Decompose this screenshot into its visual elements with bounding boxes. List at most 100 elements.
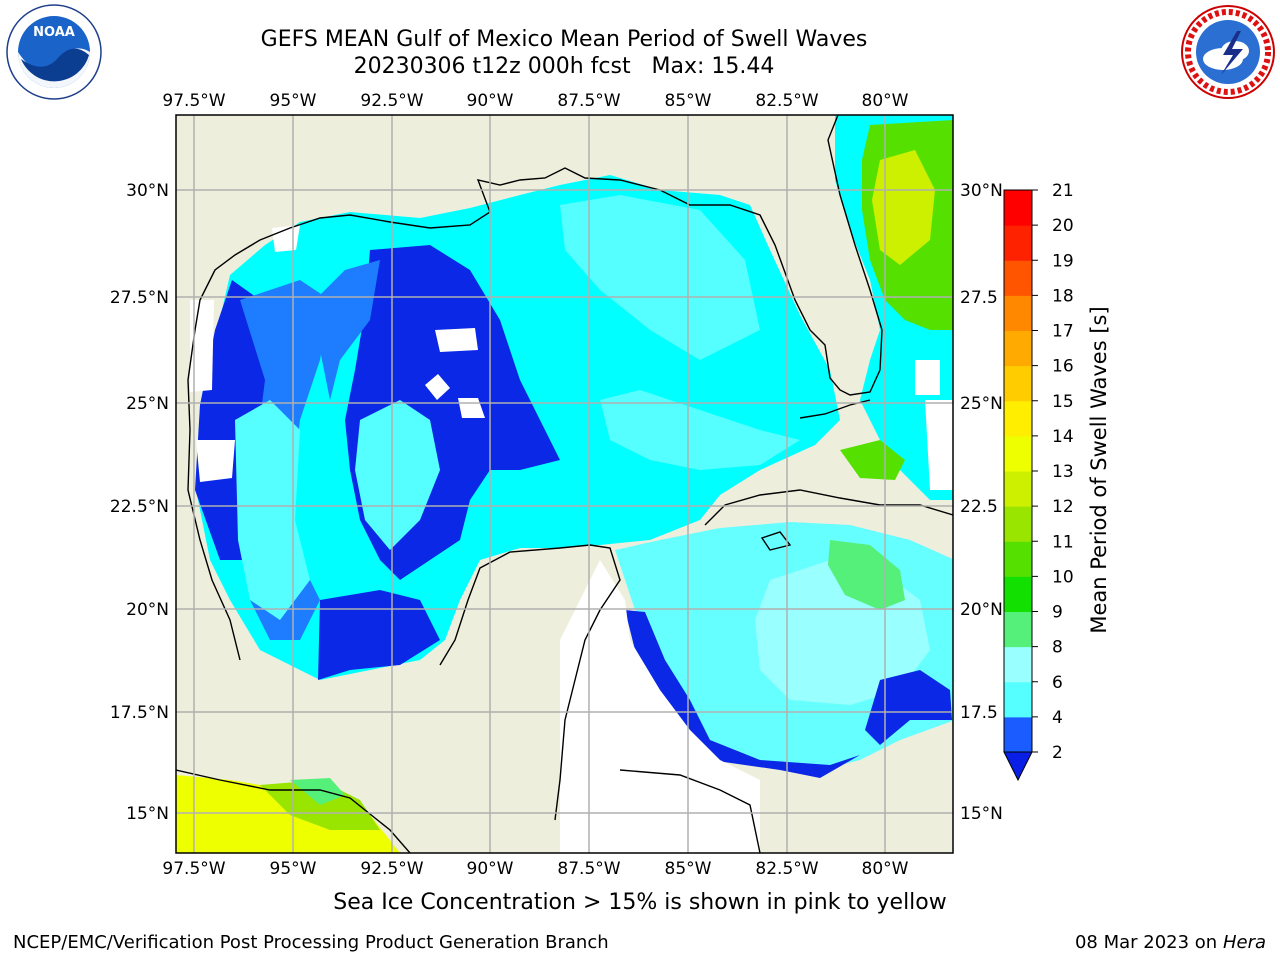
lon-label-top: 90°W	[467, 91, 514, 111]
colorbar-tick-label: 9	[1052, 603, 1063, 623]
colorbar-segment	[1004, 506, 1032, 542]
lat-label-right: 30°N	[960, 181, 1003, 201]
footer-branch: NCEP/EMC/Verification Post Processing Pr…	[13, 932, 609, 953]
colorbar-label: Mean Period of Swell Waves [s]	[1087, 306, 1111, 633]
lon-label-top: 85°W	[665, 91, 712, 111]
caribbean-water-deep	[865, 670, 952, 745]
gulf-water-light-east	[560, 195, 760, 360]
gulf-water-mid-central	[315, 260, 380, 400]
colorbar-tick-label: 14	[1052, 427, 1074, 447]
gulf-water-deep-south	[318, 590, 440, 680]
lat-label-right: 22.5	[960, 497, 998, 517]
footer-date: 08 Mar 2023 on Hera	[1075, 932, 1266, 953]
map-field	[176, 115, 953, 853]
colorbar-segment	[1004, 190, 1032, 226]
lat-label-right: 15°N	[960, 804, 1003, 824]
coastlines	[176, 115, 953, 853]
no-data-patch	[560, 560, 760, 853]
lon-label-top: 97.5°W	[162, 91, 225, 111]
colorbar-segment	[1004, 400, 1032, 437]
lon-label-bottom: 82.5°W	[755, 859, 818, 879]
colorbar-tick-label: 21	[1052, 181, 1074, 201]
colorbar-segment	[1004, 681, 1032, 718]
pacific-water-yellow	[176, 775, 400, 853]
coastline-central-america	[176, 769, 411, 853]
colorbar-segment	[1004, 541, 1032, 577]
colorbar-tick-label: 2	[1052, 743, 1063, 763]
lon-label-top: 95°W	[270, 91, 317, 111]
no-data-patch	[435, 328, 478, 352]
colorbar-segment	[1004, 330, 1032, 367]
colorbar-tick-label: 15	[1052, 392, 1074, 412]
colorbar-segment	[1004, 295, 1032, 331]
no-data-patch	[425, 374, 450, 400]
gulf-water-light-se	[600, 390, 800, 470]
colorbar-tick-label: 12	[1052, 497, 1074, 517]
colorbar-segment	[1004, 646, 1032, 683]
lat-label-right: 27.5	[960, 288, 998, 308]
gulf-water-light-west	[235, 400, 310, 620]
colorbar-tick-label: 16	[1052, 357, 1074, 377]
colorbar-segment	[1004, 365, 1032, 402]
lat-axis: 30°N 27.5°N 25°N 22.5°N 20°N 17.5°N 15°N…	[110, 181, 1003, 824]
pacific-water-green-2	[290, 778, 345, 805]
lat-label-left: 20°N	[126, 600, 169, 620]
gulf-water-light-central	[355, 400, 440, 550]
colorbar-tick-label: 4	[1052, 708, 1063, 728]
lat-label-left: 15°N	[126, 804, 169, 824]
lon-label-bottom: 95°W	[270, 859, 317, 879]
nws-logo	[1181, 5, 1275, 99]
colorbar-segment	[1004, 225, 1032, 261]
sea-ice-note: Sea Ice Concentration > 15% is shown in …	[333, 890, 947, 915]
coastline-yucatan	[439, 544, 621, 821]
lon-label-bottom: 97.5°W	[162, 859, 225, 879]
colorbar-tick-label: 18	[1052, 286, 1074, 306]
coastline-mexico-us	[187, 115, 883, 661]
colorbar-tick-label: 11	[1052, 532, 1074, 552]
footer-host: Hera	[1222, 932, 1266, 953]
colorbar-tick-label: 19	[1052, 251, 1074, 271]
lat-label-left: 30°N	[126, 181, 169, 201]
map-frame	[175, 114, 954, 854]
lon-label-top: 92.5°W	[360, 91, 423, 111]
coastline-honduras	[619, 769, 761, 853]
lat-label-left: 17.5°N	[110, 703, 169, 723]
colorbar-segment	[1004, 611, 1032, 648]
lat-label-left: 27.5°N	[110, 288, 169, 308]
colorbar-tick-label: 8	[1052, 638, 1063, 658]
coastline-jamaica	[760, 531, 792, 551]
no-data-patch	[925, 400, 953, 490]
colorbar-segment	[1004, 435, 1032, 472]
lat-label-left: 25°N	[126, 394, 169, 414]
colorbar-extend-arrow	[1003, 751, 1033, 782]
lon-label-bottom: 90°W	[467, 859, 514, 879]
bahamas-water-green	[840, 440, 905, 480]
noaa-logo: NOAA	[6, 4, 102, 100]
colorbar-tick-label: 6	[1052, 673, 1063, 693]
colorbar-tick-label: 10	[1052, 567, 1074, 587]
lon-label-top: 80°W	[862, 91, 909, 111]
colorbar-segment	[1004, 716, 1032, 753]
colorbar: 2 4 6 8 9 10 11 12 13 14 15 16 17 18 19 20 21	[1003, 181, 1074, 782]
colorbar-segment	[1004, 576, 1032, 612]
colorbar-tick-label: 17	[1052, 322, 1074, 342]
caribbean-water-deep-west	[625, 610, 860, 778]
atlantic-water-yellow	[872, 150, 935, 265]
lat-label-right: 17.5	[960, 703, 998, 723]
lon-label-bottom: 85°W	[665, 859, 712, 879]
lon-label-bottom: 80°W	[862, 859, 909, 879]
lon-axis: 97.5°W 95°W 92.5°W 90°W 87.5°W 85°W 82.5…	[162, 91, 908, 879]
chart-subtitle: 20230306 t12z 000h fcst Max: 15.44	[353, 54, 775, 79]
lon-label-top: 87.5°W	[557, 91, 620, 111]
colorbar-segment	[1004, 260, 1032, 296]
graticule	[176, 115, 953, 853]
lon-label-top: 82.5°W	[755, 91, 818, 111]
colorbar-tick-label: 13	[1052, 462, 1074, 482]
footer-date-text: 08 Mar 2023 on	[1074, 932, 1218, 953]
no-data-patch	[196, 440, 235, 482]
lon-label-bottom: 92.5°W	[360, 859, 423, 879]
lon-label-bottom: 87.5°W	[557, 859, 620, 879]
coastline-cuba	[704, 489, 953, 526]
noaa-wordmark: NOAA	[33, 25, 75, 40]
